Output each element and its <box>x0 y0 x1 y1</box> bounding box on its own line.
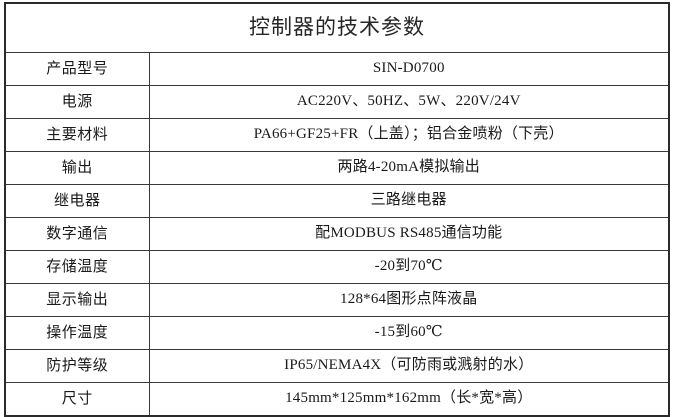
spec-value: -15到60℃ <box>148 316 670 350</box>
spec-value: SIN-D0700 <box>148 52 670 86</box>
table-row: 操作温度 -15到60℃ <box>4 316 670 350</box>
spec-value: 配MODBUS RS485通信功能 <box>148 217 670 251</box>
table-row: 输出 两路4-20mA模拟输出 <box>4 151 670 185</box>
table-row: 显示输出 128*64图形点阵液晶 <box>4 283 670 317</box>
title-row: 控制器的技术参数 <box>4 2 670 53</box>
table-row: 防护等级 IP65/NEMA4X（可防雨或溅射的水） <box>4 349 670 383</box>
table-row: 数字通信 配MODBUS RS485通信功能 <box>4 217 670 251</box>
table-row: 存储温度 -20到70℃ <box>4 250 670 284</box>
spec-label: 继电器 <box>4 184 150 218</box>
table-row: 电源 AC220V、50HZ、5W、220V/24V <box>4 85 670 119</box>
spec-value: AC220V、50HZ、5W、220V/24V <box>148 85 670 119</box>
spec-label: 显示输出 <box>4 283 150 317</box>
table-body: 控制器的技术参数 产品型号 SIN-D0700 电源 AC220V、50HZ、5W、2… <box>4 2 670 416</box>
table-row: 尺寸 145mm*125mm*162mm（长*宽*高） <box>4 382 670 416</box>
spec-label: 输出 <box>4 151 150 185</box>
specifications-table: 控制器的技术参数 产品型号 SIN-D0700 电源 AC220V、50HZ、5W、2… <box>4 2 670 417</box>
table-row: 继电器 三路继电器 <box>4 184 670 218</box>
spec-label: 存储温度 <box>4 250 150 284</box>
spec-label: 电源 <box>4 85 150 119</box>
spec-value: 两路4-20mA模拟输出 <box>148 151 670 185</box>
spec-label: 数字通信 <box>4 217 150 251</box>
page-title: 控制器的技术参数 <box>4 2 670 53</box>
table-row: 产品型号 SIN-D0700 <box>4 52 670 86</box>
spec-label: 主要材料 <box>4 118 150 152</box>
spec-value: 145mm*125mm*162mm（长*宽*高） <box>148 382 670 416</box>
spec-sheet: 控制器的技术参数 产品型号 SIN-D0700 电源 AC220V、50HZ、5W、2… <box>4 2 670 417</box>
spec-value: 128*64图形点阵液晶 <box>148 283 670 317</box>
spec-value: IP65/NEMA4X（可防雨或溅射的水） <box>148 349 670 383</box>
spec-value: -20到70℃ <box>148 250 670 284</box>
spec-label: 产品型号 <box>4 52 150 86</box>
table-row: 主要材料 PA66+GF25+FR（上盖）；铝合金喷粉（下壳） <box>4 118 670 152</box>
spec-value: PA66+GF25+FR（上盖）；铝合金喷粉（下壳） <box>148 118 670 152</box>
spec-value: 三路继电器 <box>148 184 670 218</box>
spec-label: 操作温度 <box>4 316 150 350</box>
spec-label: 尺寸 <box>4 382 150 416</box>
spec-label: 防护等级 <box>4 349 150 383</box>
